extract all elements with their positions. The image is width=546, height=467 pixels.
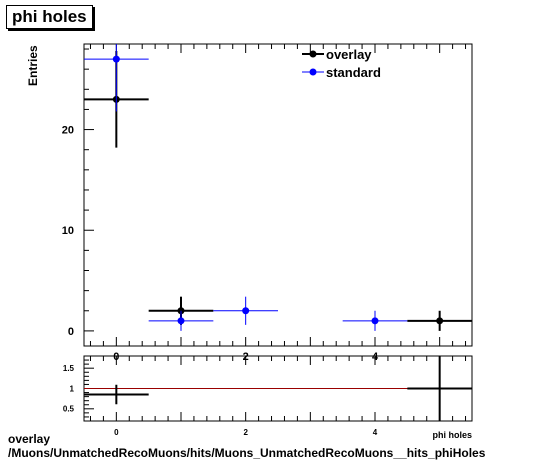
main-frame bbox=[83, 43, 473, 347]
ratio-ytick-label: 0.5 bbox=[63, 405, 75, 414]
ratio-ytick-label: 1 bbox=[70, 384, 75, 393]
main-ytick-label: 20 bbox=[62, 124, 74, 136]
main-data-point bbox=[436, 317, 444, 325]
main-data-point bbox=[177, 317, 185, 325]
main-data-point bbox=[112, 55, 120, 63]
ratio-data bbox=[84, 356, 472, 421]
main-ytick-label: 0 bbox=[68, 326, 74, 338]
main-data-point bbox=[371, 317, 379, 325]
ratio-xtick-label: 2 bbox=[243, 428, 248, 437]
main-series-overlay bbox=[84, 51, 472, 331]
main-series-standard bbox=[84, 44, 408, 331]
main-data-point bbox=[242, 307, 250, 315]
legend: overlay standard bbox=[302, 47, 381, 80]
footer-label: overlay bbox=[8, 432, 51, 446]
main-panel: 02401020 bbox=[62, 43, 473, 363]
ratio-xtick-label: 0 bbox=[114, 428, 119, 437]
chart-title: phi holes bbox=[6, 5, 93, 29]
ratio-panel: 0 2 4 0.5 1 1.5 bbox=[63, 355, 473, 437]
legend-marker bbox=[309, 68, 317, 76]
main-data bbox=[84, 44, 472, 331]
ratio-xtick-label: 4 bbox=[373, 428, 378, 437]
legend-label: standard bbox=[326, 65, 381, 80]
legend-label: overlay bbox=[326, 47, 372, 62]
x-axis-label: phi holes bbox=[432, 430, 472, 440]
ratio-ytick-label: 1.5 bbox=[63, 364, 75, 373]
ratio-series-0 bbox=[84, 356, 472, 421]
main-ytick-label: 10 bbox=[62, 225, 74, 237]
y-axis-label: Entries bbox=[26, 45, 40, 86]
legend-marker bbox=[309, 50, 317, 58]
footer-path: /Muons/UnmatchedRecoMuons/hits/Muons_Unm… bbox=[8, 446, 486, 460]
